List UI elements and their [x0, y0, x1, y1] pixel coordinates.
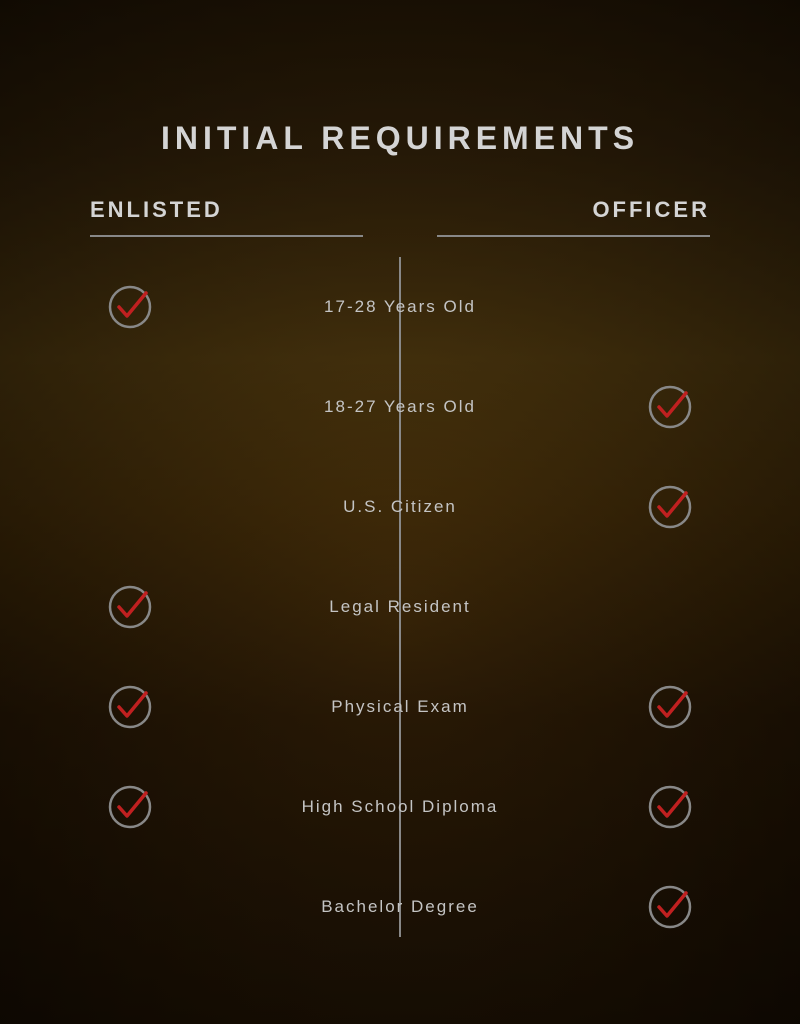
officer-check-cell: [630, 483, 710, 531]
officer-check-cell: [630, 783, 710, 831]
officer-check-cell: [630, 683, 710, 731]
checkmark-icon: [646, 883, 694, 931]
requirement-label: U.S. Citizen: [328, 497, 472, 517]
page-title: INITIAL REQUIREMENTS: [90, 120, 710, 157]
checkmark-icon: [646, 683, 694, 731]
checkmark-icon: [646, 483, 694, 531]
requirement-label: High School Diploma: [287, 797, 514, 817]
requirement-row: Bachelor Degree: [90, 857, 710, 957]
requirement-row: Physical Exam: [90, 657, 710, 757]
officer-check-cell: [630, 383, 710, 431]
checkmark-icon: [106, 583, 154, 631]
checkmark-icon: [106, 283, 154, 331]
requirement-row: 17-28 Years Old: [90, 257, 710, 357]
officer-header: OFFICER: [437, 197, 710, 237]
enlisted-check-cell: [90, 783, 170, 831]
requirement-row: U.S. Citizen: [90, 457, 710, 557]
enlisted-check-cell: [90, 583, 170, 631]
requirement-row: Legal Resident: [90, 557, 710, 657]
enlisted-header: ENLISTED: [90, 197, 363, 237]
column-headers: ENLISTED OFFICER: [90, 197, 710, 237]
requirement-row: High School Diploma: [90, 757, 710, 857]
requirement-label: 18-27 Years Old: [309, 397, 491, 417]
requirement-label: Physical Exam: [316, 697, 483, 717]
requirements-list: 17-28 Years Old 18-27 Years Old U.S. Citi…: [90, 257, 710, 957]
enlisted-check-cell: [90, 683, 170, 731]
requirement-label: Legal Resident: [314, 597, 485, 617]
checkmark-icon: [106, 783, 154, 831]
enlisted-check-cell: [90, 283, 170, 331]
requirement-row: 18-27 Years Old: [90, 357, 710, 457]
checkmark-icon: [646, 383, 694, 431]
officer-check-cell: [630, 883, 710, 931]
requirement-label: 17-28 Years Old: [309, 297, 491, 317]
checkmark-icon: [646, 783, 694, 831]
requirement-label: Bachelor Degree: [306, 897, 494, 917]
checkmark-icon: [106, 683, 154, 731]
